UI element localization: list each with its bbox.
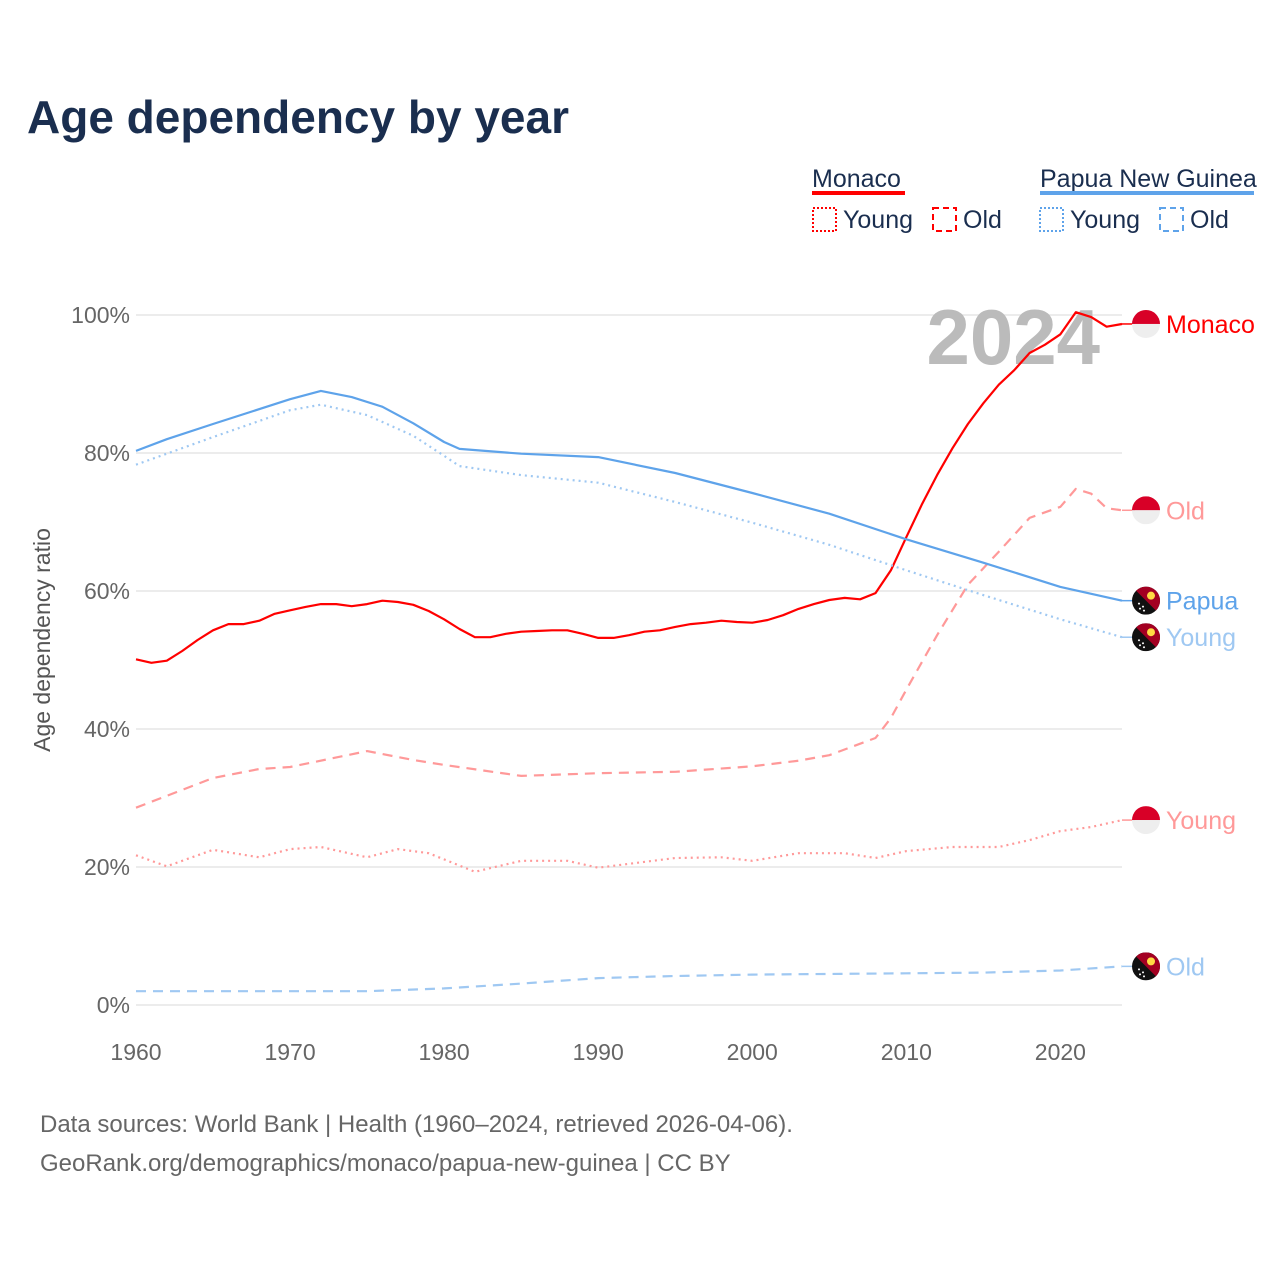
monaco-flag-icon <box>1132 309 1160 338</box>
series-line-monaco-young[interactable] <box>135 819 1123 873</box>
y-tick-label: 20% <box>84 854 130 880</box>
footer-link[interactable]: GeoRank.org/demographics/monaco/papua-ne… <box>40 1150 731 1177</box>
footer-sources: Data sources: World Bank | Health (1960–… <box>40 1111 793 1138</box>
y-tick-label: 0% <box>97 992 130 1018</box>
papua-new-guinea-flag-icon <box>1132 952 1160 981</box>
series-line-papua-new-guinea[interactable] <box>135 389 1123 602</box>
legend-monaco-swatch <box>812 191 905 195</box>
x-tick-label: 1960 <box>110 1039 161 1065</box>
x-tick-label: 2000 <box>727 1039 778 1065</box>
series-line-papua-new-guinea-old[interactable] <box>136 965 1123 993</box>
gridlines <box>136 314 1122 1006</box>
legend-dotted-icon <box>1039 207 1064 232</box>
legend-monaco-title: Monaco <box>812 165 901 193</box>
y-tick-label: 80% <box>84 440 130 466</box>
papua-new-guinea-flag-icon <box>1132 586 1160 615</box>
x-tick-label: 1980 <box>419 1039 470 1065</box>
series-line-monaco[interactable] <box>135 311 1123 664</box>
end-label: Young <box>1166 807 1236 835</box>
legend: Monaco Young Old Papua New Guinea Young … <box>812 165 1257 234</box>
x-tick-label: 1970 <box>264 1039 315 1065</box>
series-line-monaco-old[interactable] <box>135 487 1123 809</box>
legend-monaco-young[interactable]: Young <box>843 206 913 234</box>
papua-new-guinea-flag-icon <box>1132 623 1160 652</box>
legend-monaco-old[interactable]: Old <box>963 206 1002 234</box>
legend-png-title: Papua New Guinea <box>1040 165 1257 193</box>
x-tick-label: 1990 <box>573 1039 624 1065</box>
y-tick-label: 40% <box>84 716 130 742</box>
series-lines <box>135 311 1123 993</box>
y-axis-label: Age dependency ratio <box>29 528 55 752</box>
legend-png-old[interactable]: Old <box>1190 206 1229 234</box>
monaco-flag-icon <box>1132 496 1160 525</box>
y-axis-ticks: 0% 20% 40% 60% 80% 100% <box>71 302 130 1018</box>
end-label: Young <box>1166 624 1236 652</box>
end-labels: Monaco Old Young Papua Young Old <box>1122 309 1255 981</box>
end-label: Old <box>1166 953 1205 981</box>
x-tick-label: 2020 <box>1035 1039 1086 1065</box>
legend-dashed-icon <box>1159 207 1184 232</box>
y-tick-label: 60% <box>84 578 130 604</box>
end-label: Monaco <box>1166 311 1255 339</box>
legend-png-swatch <box>1040 191 1254 195</box>
x-axis-ticks: 1960 1970 1980 1990 2000 2010 2020 <box>110 1039 1086 1065</box>
legend-dotted-icon <box>812 207 837 232</box>
year-label: 2024 <box>926 293 1100 381</box>
end-label: Old <box>1166 497 1205 525</box>
chart-title: Age dependency by year <box>27 91 569 143</box>
x-tick-label: 2010 <box>881 1039 932 1065</box>
legend-dashed-icon <box>932 207 957 232</box>
series-line-papua-new-guinea-young[interactable] <box>135 403 1123 639</box>
legend-group-monaco[interactable]: Monaco Young Old <box>812 165 1002 234</box>
legend-png-young[interactable]: Young <box>1070 206 1140 234</box>
end-label: Papua <box>1166 588 1238 616</box>
legend-group-png[interactable]: Papua New Guinea Young Old <box>1039 165 1257 234</box>
monaco-flag-icon <box>1132 806 1160 835</box>
y-tick-label: 100% <box>71 302 130 328</box>
